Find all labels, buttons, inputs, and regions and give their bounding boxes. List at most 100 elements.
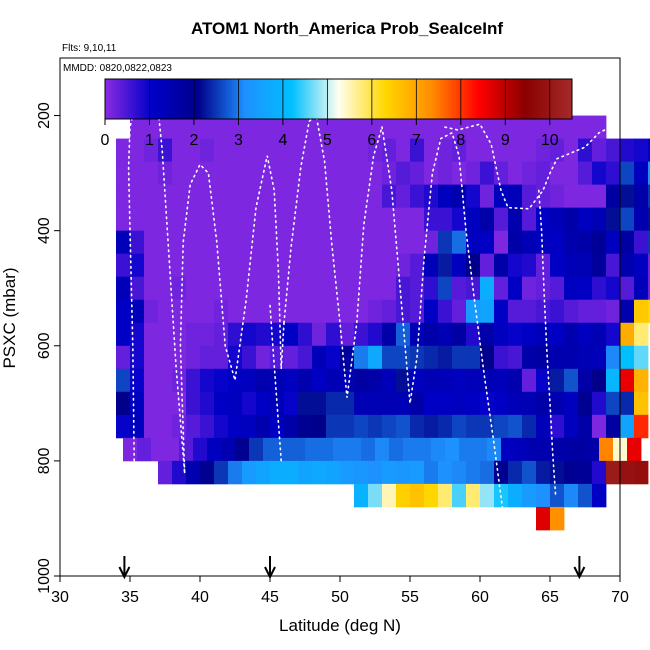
heatmap-cell bbox=[410, 276, 425, 301]
heatmap-cell bbox=[571, 437, 586, 462]
heatmap-cell bbox=[116, 368, 131, 393]
heatmap-cell bbox=[438, 207, 453, 232]
heatmap-cell bbox=[480, 345, 495, 370]
heatmap-cell bbox=[382, 161, 397, 186]
x-tick-label: 50 bbox=[331, 589, 349, 606]
heatmap-cell bbox=[172, 253, 187, 278]
heatmap-cell bbox=[424, 414, 439, 439]
heatmap-cell bbox=[424, 391, 439, 416]
heatmap-cell bbox=[270, 184, 285, 209]
heatmap-cell bbox=[578, 483, 593, 508]
heatmap-cell bbox=[564, 184, 579, 209]
heatmap-cell bbox=[375, 437, 390, 462]
heatmap-cell bbox=[522, 253, 537, 278]
x-tick-label: 60 bbox=[471, 589, 489, 606]
heatmap-cell bbox=[578, 207, 593, 232]
heatmap-cell bbox=[536, 506, 551, 531]
heatmap-cell bbox=[438, 483, 453, 508]
heatmap-cell bbox=[648, 138, 650, 162]
heatmap-cell bbox=[466, 115, 481, 139]
heatmap-cell bbox=[536, 115, 551, 139]
heatmap-cell bbox=[214, 299, 229, 324]
heatmap-cell bbox=[228, 253, 243, 278]
heatmap-cell bbox=[242, 230, 257, 255]
heatmap-cell bbox=[200, 184, 215, 209]
heatmap-cell bbox=[494, 345, 509, 370]
heatmap-cell bbox=[151, 437, 166, 462]
heatmap-cell bbox=[494, 276, 509, 301]
heatmap-cell bbox=[200, 138, 215, 162]
heatmap-cell bbox=[452, 184, 467, 209]
heatmap-cell bbox=[158, 391, 173, 416]
heatmap-cell bbox=[291, 437, 306, 462]
heatmap-cell bbox=[522, 276, 537, 301]
heatmap-cell bbox=[620, 207, 635, 232]
heatmap-cell bbox=[508, 184, 523, 209]
heatmap-cell bbox=[326, 230, 341, 255]
colorbar-tick-label: 9 bbox=[501, 132, 510, 149]
heatmap-cell bbox=[585, 437, 600, 462]
heatmap-cell bbox=[116, 391, 131, 416]
heatmap-cell bbox=[326, 299, 341, 324]
heatmap-cell bbox=[592, 368, 607, 393]
heatmap-cell bbox=[312, 299, 327, 324]
heatmap-cell bbox=[508, 138, 523, 162]
heatmap-cell bbox=[564, 460, 579, 485]
heatmap-cell bbox=[354, 230, 369, 255]
heatmap-cell bbox=[592, 115, 607, 139]
heatmap-cell bbox=[354, 184, 369, 209]
heatmap-cell bbox=[620, 414, 635, 439]
heatmap-cell bbox=[578, 391, 593, 416]
heatmap-cell bbox=[396, 414, 411, 439]
heatmap-cell bbox=[158, 253, 173, 278]
heatmap-cell bbox=[130, 368, 145, 393]
heatmap-cell bbox=[172, 368, 187, 393]
heatmap-cell bbox=[550, 115, 565, 139]
heatmap-cell bbox=[326, 138, 341, 162]
heatmap-cell bbox=[564, 483, 579, 508]
heatmap-cell bbox=[186, 391, 201, 416]
heatmap-cell bbox=[634, 391, 649, 416]
flight-arrows bbox=[118, 556, 586, 580]
heatmap-cell bbox=[116, 276, 131, 301]
heatmap-cell bbox=[494, 299, 509, 324]
heatmap-cell bbox=[326, 253, 341, 278]
heatmap-cell bbox=[158, 115, 173, 139]
x-tick-label: 45 bbox=[261, 589, 279, 606]
heatmap-cell bbox=[592, 460, 607, 485]
colorbar-tick-label: 7 bbox=[412, 132, 421, 149]
heatmap-cell bbox=[508, 460, 523, 485]
heatmap-cell bbox=[536, 391, 551, 416]
heatmap-cell bbox=[354, 483, 369, 508]
heatmap-cell bbox=[620, 322, 635, 347]
heatmap-cell bbox=[298, 207, 313, 232]
heatmap-cell bbox=[242, 368, 257, 393]
colorbar-tick-label: 3 bbox=[234, 132, 243, 149]
heatmap-cell bbox=[214, 322, 229, 347]
heatmap-cell bbox=[606, 414, 621, 439]
heatmap-cell bbox=[270, 368, 285, 393]
heatmap-cell bbox=[158, 207, 173, 232]
y-tick-label: 1000 bbox=[36, 558, 53, 594]
heatmap-cell bbox=[333, 437, 348, 462]
heatmap-cell bbox=[298, 138, 313, 162]
heatmap-cell bbox=[634, 276, 649, 301]
heatmap-cell bbox=[200, 368, 215, 393]
heatmap-cell bbox=[606, 138, 621, 162]
heatmap-cell bbox=[634, 460, 649, 485]
heatmap-cell bbox=[214, 276, 229, 301]
heatmap-cell bbox=[312, 230, 327, 255]
heatmap-cell bbox=[270, 414, 285, 439]
heatmap-cell bbox=[130, 138, 145, 162]
heatmap-cell bbox=[354, 460, 369, 485]
heatmap-cell bbox=[354, 322, 369, 347]
heatmap-cell bbox=[480, 391, 495, 416]
heatmap-cell bbox=[452, 161, 467, 186]
x-tick-label: 55 bbox=[401, 589, 419, 606]
heatmap-cell bbox=[522, 414, 537, 439]
heatmap-cell bbox=[144, 230, 159, 255]
heatmap-cell bbox=[144, 276, 159, 301]
heatmap-cell bbox=[606, 207, 621, 232]
heatmap-cell bbox=[172, 115, 187, 139]
heatmap-cell bbox=[494, 230, 509, 255]
